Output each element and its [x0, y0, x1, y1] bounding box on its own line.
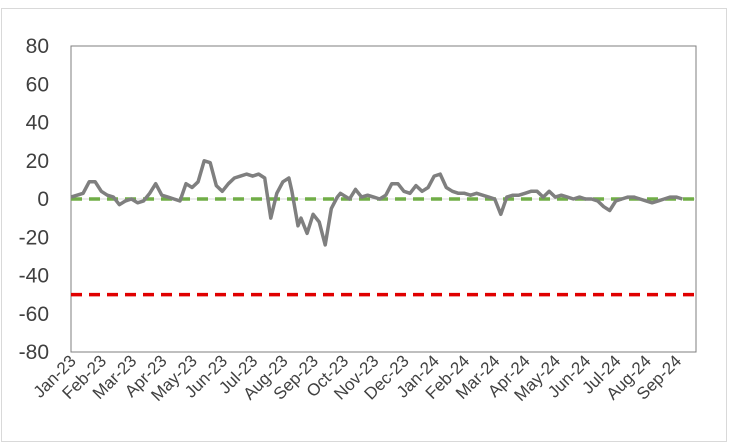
- x-axis-ticks: Jan-23Feb-23Mar-23Apr-23May-23Jun-23Jul-…: [30, 351, 686, 405]
- line-chart: 80 60 40 20 0 -20 -40 -60 -80 Jan-23Feb-23Mar-23…: [19, 35, 697, 405]
- y-tick-label: 20: [26, 150, 49, 173]
- y-tick-label: -40: [19, 265, 49, 288]
- series-group: [70, 159, 683, 247]
- y-tick-label: -80: [19, 341, 49, 364]
- y-tick-label: -20: [19, 226, 49, 249]
- chart-frame: 80 60 40 20 0 -20 -40 -60 -80 Jan-23 Feb-23 Mar-23…: [1, 8, 727, 442]
- series-line-0: [70, 159, 683, 247]
- y-tick-label: 60: [26, 73, 49, 96]
- reference-lines: [71, 197, 696, 297]
- y-tick-label: 80: [26, 35, 49, 58]
- y-tick-label: 40: [26, 112, 49, 135]
- y-tick-label: -60: [19, 303, 49, 326]
- y-axis-ticks: 80 60 40 20 0 -20 -40 -60 -80: [19, 35, 49, 364]
- y-tick-label: 0: [37, 188, 49, 211]
